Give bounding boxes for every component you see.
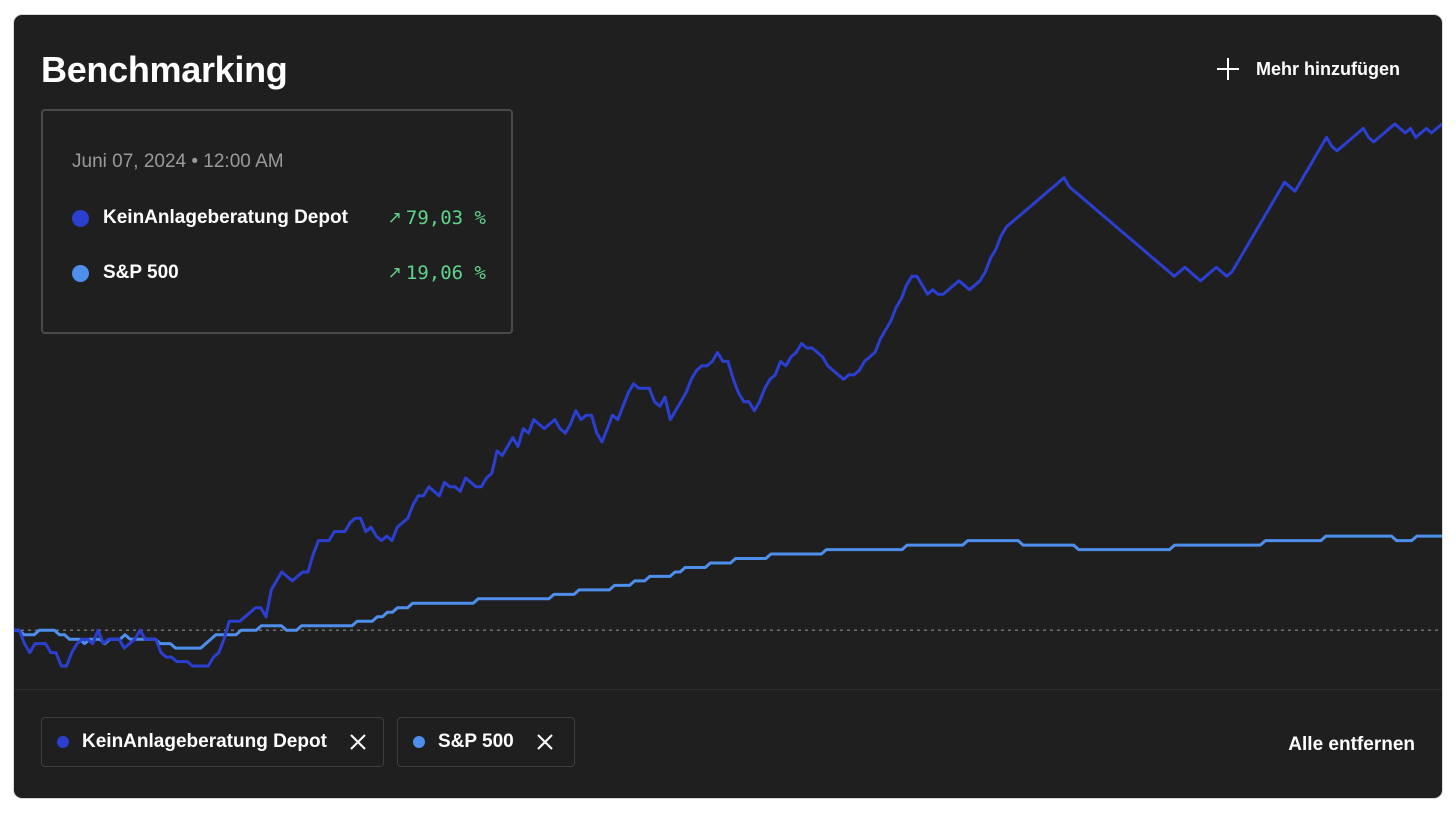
benchmark-line-chart[interactable]	[14, 15, 1442, 689]
close-icon[interactable]	[536, 733, 554, 751]
benchmarking-card: Benchmarking Mehr hinzufügen Juni 07, 20…	[14, 15, 1442, 798]
remove-all-button[interactable]: Alle entfernen	[1288, 734, 1415, 755]
tooltip-series-label: S&P 500	[103, 262, 179, 283]
arrow-up-right-icon: ↗	[387, 208, 402, 228]
change-value: 19,06 %	[405, 262, 486, 284]
plus-icon	[1217, 58, 1240, 80]
close-icon[interactable]	[349, 733, 367, 751]
series-line-depot	[14, 122, 1442, 668]
tooltip-series-label: KeinAnlageberatung Depot	[103, 207, 348, 228]
footer-divider	[14, 689, 1442, 690]
arrow-up-right-icon: ↗	[387, 263, 402, 283]
series-chip-depot[interactable]: KeinAnlageberatung Depot	[41, 717, 384, 767]
add-more-button[interactable]: Mehr hinzufügen	[1216, 57, 1400, 81]
tooltip-series-change: ↗ 19,06 %	[388, 262, 486, 284]
chip-label: KeinAnlageberatung Depot	[82, 731, 327, 752]
page-title: Benchmarking	[41, 49, 288, 90]
chart-tooltip: Juni 07, 2024 • 12:00 AM KeinAnlageberat…	[41, 109, 513, 334]
series-color-dot	[413, 736, 425, 748]
tooltip-series-change: ↗ 79,03 %	[388, 207, 486, 229]
series-color-dot	[72, 264, 89, 282]
chip-label: S&P 500	[438, 731, 514, 752]
series-line-sp500	[14, 534, 1442, 650]
series-color-dot	[57, 736, 69, 748]
tooltip-row-depot: KeinAnlageberatung Depot ↗ 79,03 %	[72, 207, 486, 229]
series-chip-sp500[interactable]: S&P 500	[397, 717, 575, 767]
series-color-dot	[72, 209, 89, 227]
tooltip-row-sp500: S&P 500 ↗ 19,06 %	[72, 262, 486, 284]
change-value: 79,03 %	[405, 207, 486, 229]
add-more-label: Mehr hinzufügen	[1256, 58, 1400, 79]
tooltip-date: Juni 07, 2024 • 12:00 AM	[72, 151, 284, 172]
